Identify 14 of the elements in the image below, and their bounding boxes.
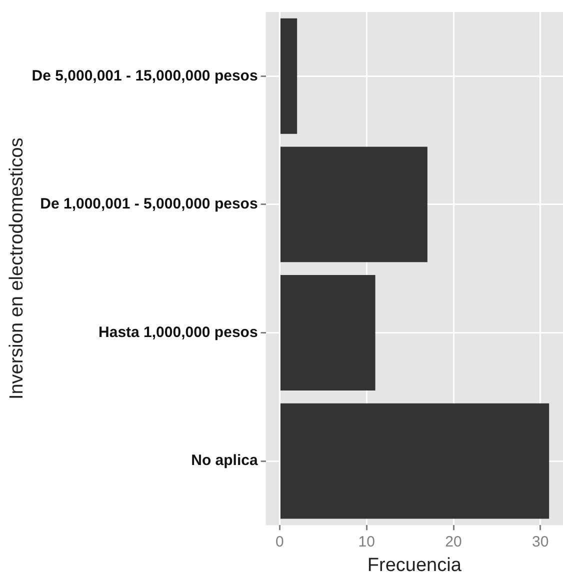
y-axis-title: Inversion en electrodomesticos [6,138,28,400]
x-tick-label: 20 [445,533,462,550]
bar [280,403,550,519]
x-tick-label: 10 [358,533,375,550]
x-axis-title: Frecuencia [367,554,462,576]
x-tick-label: 30 [532,533,549,550]
x-tick-label: 0 [276,533,284,550]
bar [280,146,428,262]
bar [280,18,298,134]
y-tick-label: No aplica [191,452,258,470]
y-tick-label: De 5,000,001 - 15,000,000 pesos [32,67,258,84]
y-tick-label: Hasta 1,000,000 pesos [98,324,258,341]
bar [280,275,376,390]
y-tick-label: De 1,000,001 - 5,000,000 pesos [40,196,258,213]
